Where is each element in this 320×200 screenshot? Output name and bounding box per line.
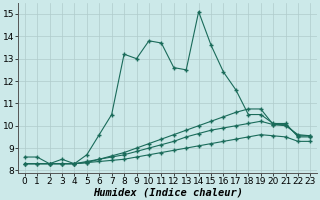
X-axis label: Humidex (Indice chaleur): Humidex (Indice chaleur): [92, 187, 243, 197]
